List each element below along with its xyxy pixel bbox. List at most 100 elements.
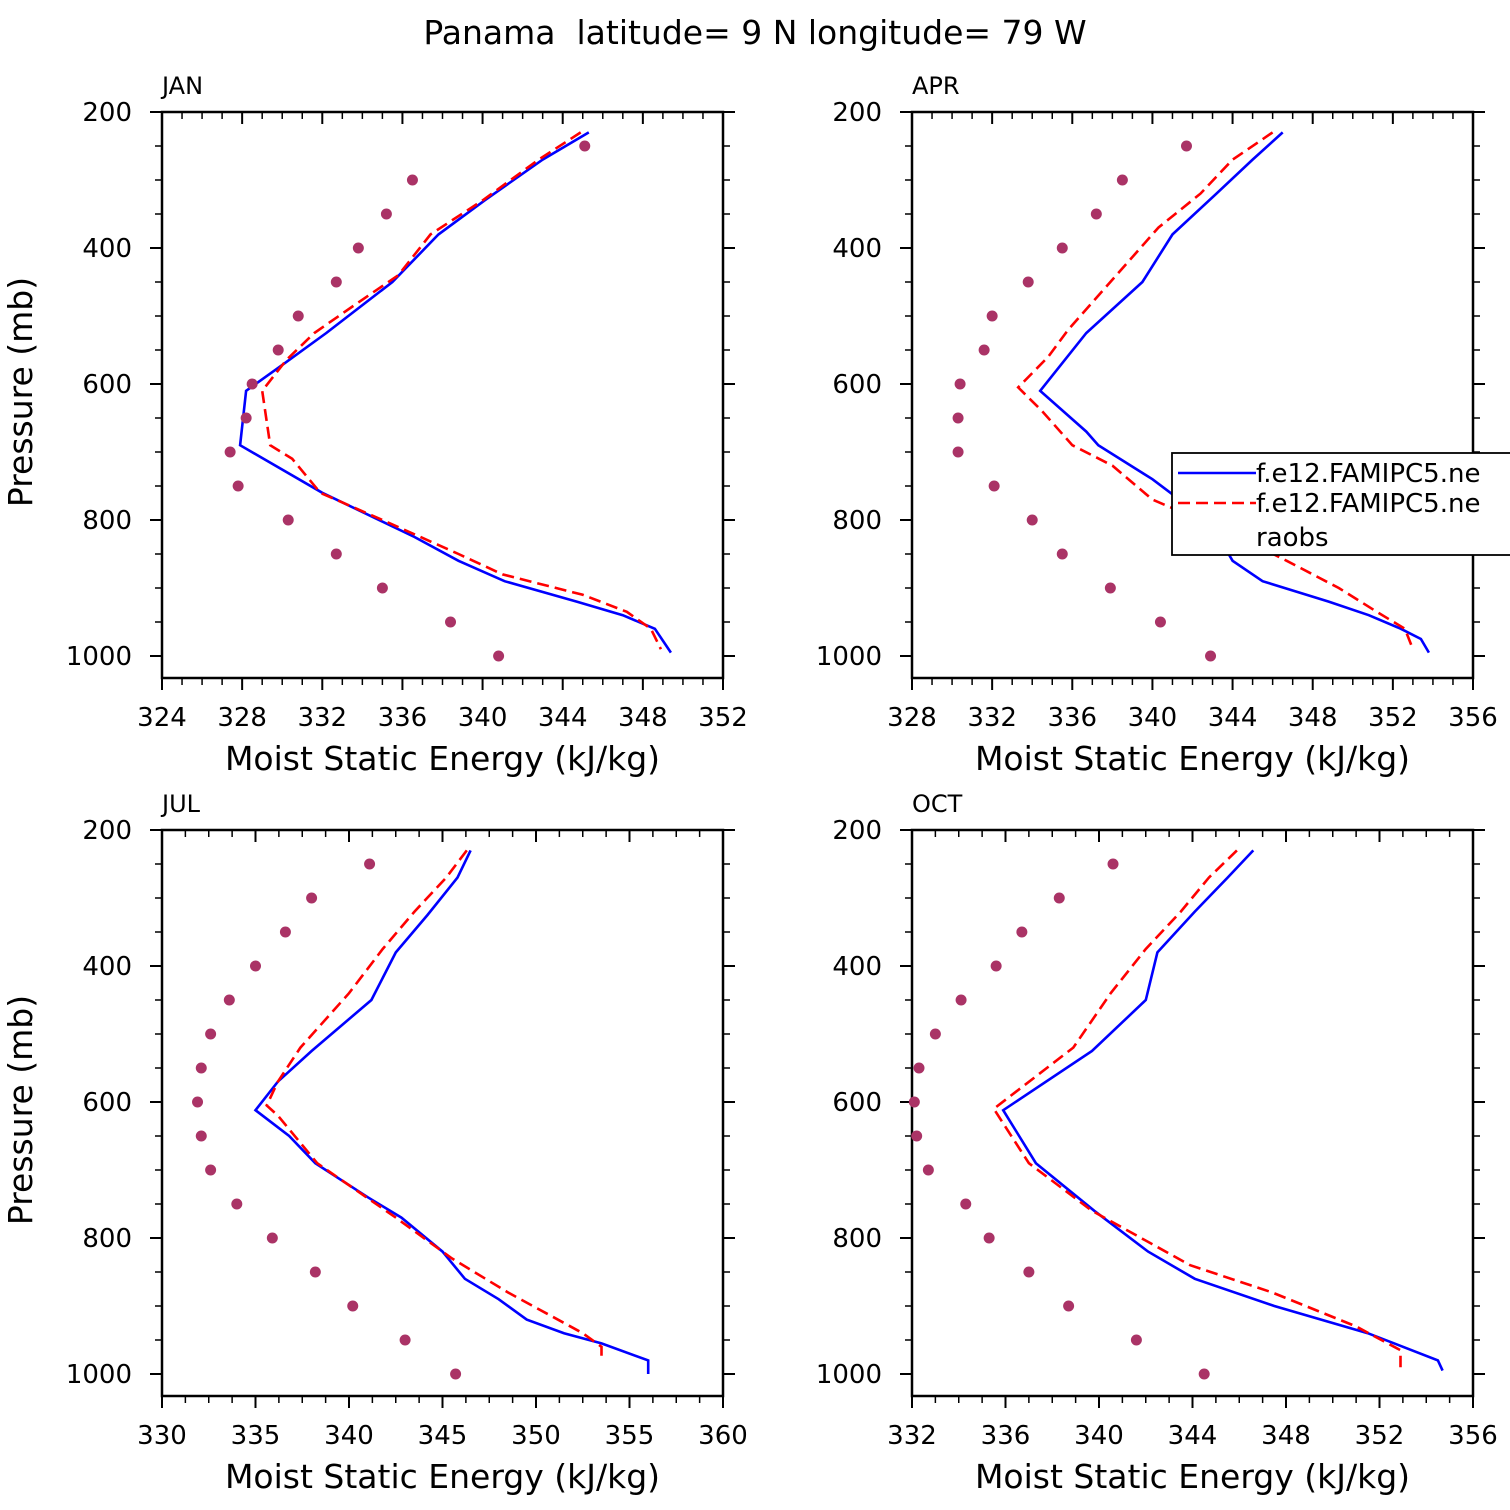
y-tick-label: 200 xyxy=(832,816,882,846)
x-axis: 330 335 340 345 350 355 360 Moist Static Energy… xyxy=(137,830,748,1496)
model-series-dashed xyxy=(265,849,603,1361)
raobs-point xyxy=(1053,892,1065,904)
x-tick-label: 324 xyxy=(137,703,187,733)
x-tick-label: 340 xyxy=(1128,703,1178,733)
raobs-point xyxy=(282,514,294,526)
y-tick-label: 800 xyxy=(832,1224,882,1254)
raobs-point xyxy=(1107,858,1119,870)
x-tick-label: 360 xyxy=(698,1421,748,1451)
panel-label: OCT xyxy=(912,790,963,818)
raobs-point xyxy=(309,1266,321,1278)
y-tick-label: 400 xyxy=(832,952,882,982)
x-axis-label: Moist Static Energy (kJ/kg) xyxy=(225,739,660,778)
y-tick-label: 800 xyxy=(82,1224,132,1254)
raobs-series xyxy=(952,140,1217,662)
raobs-point xyxy=(352,242,364,254)
x-tick-label: 352 xyxy=(1368,703,1418,733)
y-tick-label: 400 xyxy=(832,234,882,264)
y-tick-label: 600 xyxy=(832,370,882,400)
raobs-point xyxy=(988,480,1000,492)
raobs-point xyxy=(347,1300,359,1312)
raobs-point xyxy=(983,1232,995,1244)
x-tick-label: 330 xyxy=(137,1421,187,1451)
plot-frame xyxy=(160,828,725,1398)
x-tick-label: 340 xyxy=(458,703,508,733)
raobs-point xyxy=(205,1028,217,1040)
raobs-point xyxy=(1180,140,1192,152)
raobs-point xyxy=(272,344,284,356)
x-tick-label: 352 xyxy=(1355,1421,1405,1451)
raobs-point xyxy=(913,1062,925,1074)
x-tick-label: 332 xyxy=(887,1421,937,1451)
raobs-point xyxy=(1026,514,1038,526)
y-tick-label: 400 xyxy=(82,234,132,264)
x-axis-label: Moist Static Energy (kJ/kg) xyxy=(225,1457,660,1496)
raobs-point xyxy=(406,174,418,186)
x-tick-label: 356 xyxy=(1448,703,1498,733)
y-tick-label: 200 xyxy=(832,98,882,128)
raobs-point xyxy=(911,1130,923,1142)
raobs-point xyxy=(922,1164,934,1176)
raobs-point xyxy=(246,378,258,390)
x-tick-label: 335 xyxy=(231,1421,281,1451)
y-tick-label: 800 xyxy=(832,506,882,536)
x-tick-label: 344 xyxy=(538,703,588,733)
x-tick-label: 328 xyxy=(887,703,937,733)
raobs-point xyxy=(223,994,235,1006)
raobs-point xyxy=(1063,1300,1075,1312)
raobs-point xyxy=(240,412,252,424)
model-series-solid xyxy=(1001,849,1444,1372)
raobs-point xyxy=(1056,548,1068,560)
raobs-series xyxy=(192,858,462,1380)
model-series-dashed xyxy=(260,131,663,650)
x-tick-label: 336 xyxy=(981,1421,1031,1451)
raobs-point xyxy=(1016,926,1028,938)
raobs-point xyxy=(952,446,964,458)
y-axis: 200 400 600 800 1000 xyxy=(816,98,1485,672)
raobs-point xyxy=(1154,616,1166,628)
x-tick-label: 344 xyxy=(1168,1421,1218,1451)
raobs-point xyxy=(445,616,457,628)
x-tick-label: 355 xyxy=(605,1421,655,1451)
raobs-point xyxy=(231,1198,243,1210)
raobs-point xyxy=(990,960,1002,972)
x-tick-label: 340 xyxy=(324,1421,374,1451)
y-tick-label: 600 xyxy=(82,1088,132,1118)
x-axis: 324 328 332 336 340 344 348 352 Moist Static Ene… xyxy=(137,112,748,778)
x-tick-label: 348 xyxy=(1261,1421,1311,1451)
x-tick-label: 350 xyxy=(511,1421,561,1451)
legend: f.e12.FAMIPC5.nef.e12.FAMIPC5.ne raobs xyxy=(1171,452,1510,556)
series-group xyxy=(224,131,672,662)
panel-oct: OCT 332 336 340 344 348 352 356 Moist Static Ene… xyxy=(816,790,1498,1496)
x-tick-label: 344 xyxy=(1208,703,1258,733)
x-axis: 328 332 336 340 344 348 352 356 Moist Static Ene… xyxy=(887,112,1498,778)
raobs-point xyxy=(376,582,388,594)
x-tick-label: 348 xyxy=(618,703,668,733)
legend-entry-label: f.e12.FAMIPC5.ne xyxy=(1256,459,1480,489)
y-tick-label: 200 xyxy=(82,98,132,128)
raobs-point xyxy=(954,378,966,390)
raobs-point xyxy=(955,994,967,1006)
y-tick-label: 800 xyxy=(82,506,132,536)
raobs-point xyxy=(1022,276,1034,288)
raobs-point xyxy=(1198,1368,1210,1380)
y-axis-label: Pressure (mb) xyxy=(1,277,40,507)
y-tick-label: 400 xyxy=(82,952,132,982)
raobs-point xyxy=(1023,1266,1035,1278)
x-tick-label: 328 xyxy=(217,703,267,733)
series-group xyxy=(192,849,650,1380)
y-axis: 200 400 600 800 1000 Pressure (mb) xyxy=(1,816,735,1390)
raobs-point xyxy=(399,1334,411,1346)
raobs-point xyxy=(1116,174,1128,186)
legend-box xyxy=(1171,452,1510,556)
x-axis-label: Moist Static Energy (kJ/kg) xyxy=(975,1457,1410,1496)
raobs-series xyxy=(224,140,591,662)
raobs-point xyxy=(978,344,990,356)
legend-entry-label: raobs xyxy=(1256,523,1329,553)
raobs-point xyxy=(266,1232,278,1244)
x-tick-label: 340 xyxy=(1074,1421,1124,1451)
raobs-point xyxy=(292,310,304,322)
panel-jul: JUL 330 335 340 345 350 355 360 Moist Static Ene… xyxy=(1,790,748,1496)
raobs-point xyxy=(1205,650,1217,662)
